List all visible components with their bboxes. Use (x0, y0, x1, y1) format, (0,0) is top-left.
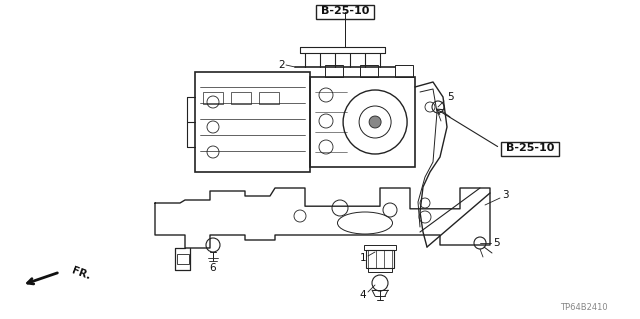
Text: B-25-10: B-25-10 (321, 6, 369, 16)
Text: 4: 4 (360, 290, 366, 300)
Text: 1: 1 (360, 253, 366, 263)
Bar (231, 92, 251, 104)
Bar (203, 92, 223, 104)
Circle shape (369, 116, 381, 128)
Bar (325, 65, 343, 77)
Bar (368, 268, 392, 272)
Text: 5: 5 (447, 92, 453, 102)
Bar (364, 245, 396, 250)
Text: TP64B2410: TP64B2410 (561, 303, 608, 313)
Bar (360, 65, 378, 77)
Bar (366, 250, 394, 268)
Bar (195, 72, 310, 172)
Text: 6: 6 (210, 263, 216, 273)
Bar (177, 254, 189, 264)
Bar (310, 77, 415, 167)
Bar (259, 92, 279, 104)
Text: 2: 2 (278, 60, 285, 70)
Text: B-25-10: B-25-10 (506, 143, 554, 153)
Text: 3: 3 (502, 190, 508, 200)
Text: 5: 5 (493, 238, 500, 248)
Text: FR.: FR. (70, 265, 92, 281)
Bar (395, 65, 413, 77)
